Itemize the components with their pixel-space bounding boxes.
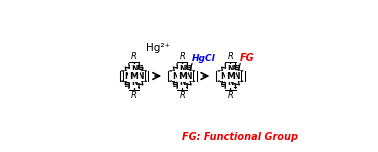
Text: Hg²⁺: Hg²⁺	[146, 43, 170, 53]
Text: M: M	[130, 71, 138, 81]
Text: N: N	[221, 71, 227, 81]
Text: M: M	[226, 71, 235, 81]
Text: N: N	[124, 71, 131, 81]
Text: N: N	[131, 78, 137, 87]
Text: HgCl: HgCl	[192, 54, 216, 63]
Text: N: N	[172, 71, 179, 81]
Text: R: R	[228, 91, 233, 100]
Text: N: N	[227, 78, 234, 87]
Text: R: R	[131, 52, 137, 61]
Text: M: M	[178, 71, 187, 81]
Text: R: R	[179, 52, 185, 61]
Text: FG: FG	[240, 53, 255, 63]
Text: N: N	[234, 71, 240, 81]
Text: N: N	[131, 65, 137, 74]
Text: R: R	[131, 91, 137, 100]
Text: R: R	[228, 52, 233, 61]
Text: FG: Functional Group: FG: Functional Group	[182, 132, 298, 142]
Text: N: N	[186, 71, 192, 81]
Text: N: N	[227, 65, 234, 74]
Text: N: N	[137, 71, 144, 81]
Text: R: R	[179, 91, 185, 100]
Text: N: N	[179, 65, 186, 74]
Text: N: N	[179, 78, 186, 87]
